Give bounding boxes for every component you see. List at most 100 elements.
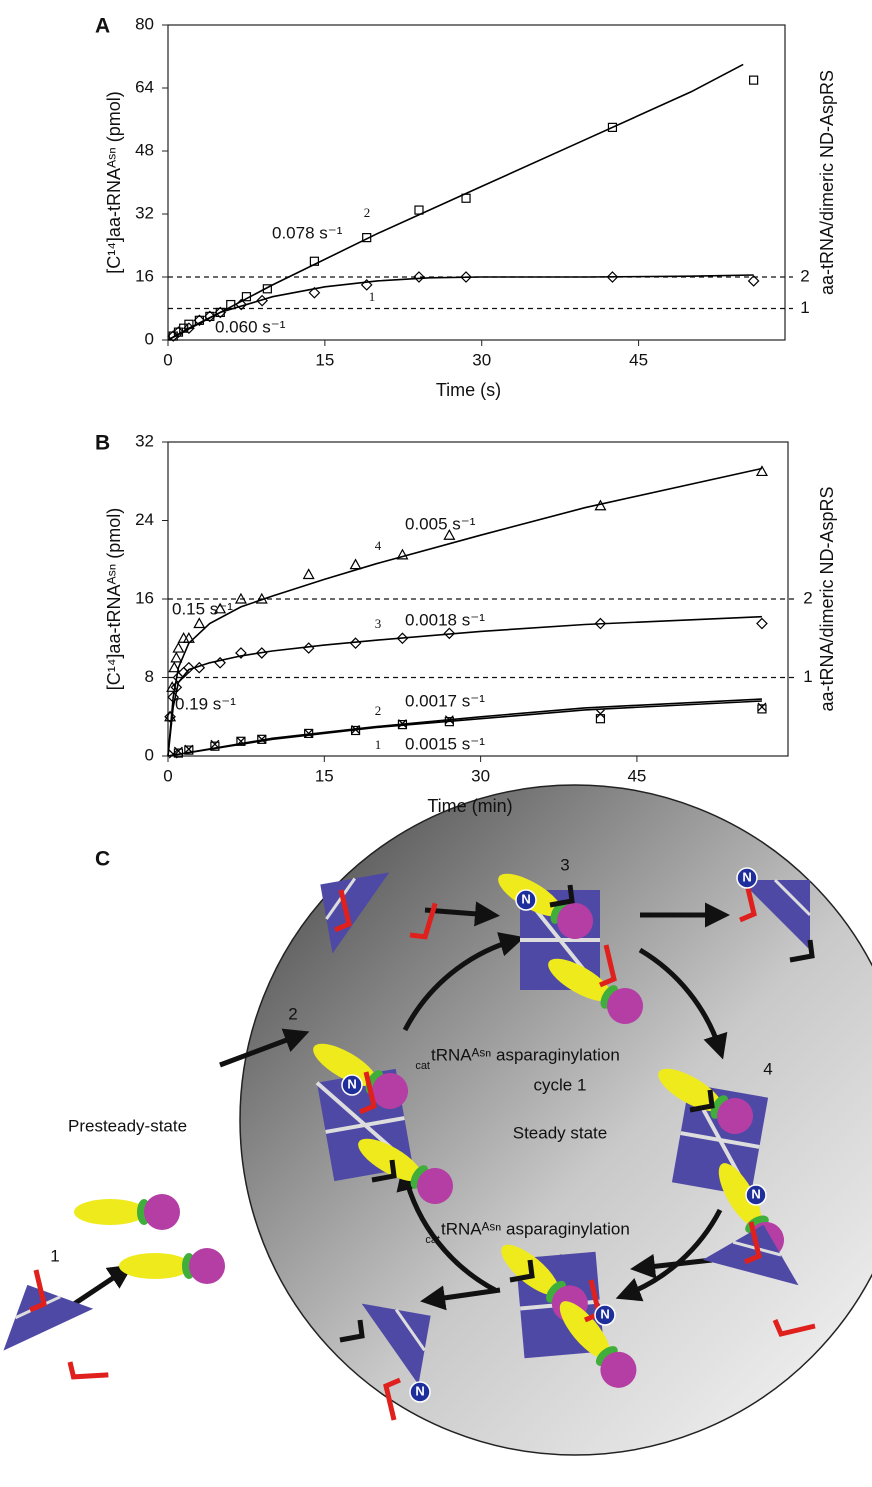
marker [255, 592, 268, 604]
rate-annotation: 0.19 s⁻¹ [175, 694, 236, 713]
y2-tick-label: 1 [803, 667, 812, 686]
data-point [302, 568, 315, 580]
x-tick-label: 0 [163, 766, 172, 785]
marker [749, 75, 759, 85]
marker [595, 714, 606, 724]
y2-tick-label: 2 [800, 266, 809, 285]
x-axis-label: Time (s) [436, 380, 501, 400]
data-point [606, 271, 619, 283]
marker [362, 233, 372, 243]
marker [170, 651, 183, 663]
marker [413, 271, 425, 283]
data-point [414, 205, 424, 215]
data-point [349, 637, 362, 650]
marker [594, 499, 607, 511]
data-point [234, 592, 247, 604]
cycle-label: tRNAᴬˢⁿ asparaginylation [441, 1219, 630, 1238]
y-tick-label: 64 [135, 77, 154, 96]
marker [210, 739, 220, 749]
x-axis-label: Time (min) [427, 796, 512, 816]
data-point [607, 122, 618, 132]
y-tick-label: 16 [135, 266, 154, 285]
y-tick-label: 80 [135, 14, 154, 33]
marker [164, 710, 177, 722]
marker [349, 637, 362, 650]
arrow [424, 901, 500, 927]
data-point [396, 548, 409, 560]
x-tick-label: 45 [627, 766, 646, 785]
data-point [256, 294, 268, 307]
data-point [183, 322, 195, 335]
marker [396, 548, 409, 560]
data-point [257, 734, 267, 744]
data-point [170, 681, 183, 694]
marker [262, 284, 272, 294]
marker [236, 736, 246, 746]
marker [166, 681, 179, 692]
rate-annotation: 0.0018 s⁻¹ [405, 610, 485, 629]
data-point [166, 681, 179, 692]
series-label: 2 [375, 703, 382, 718]
data-point [193, 617, 206, 629]
data-point [170, 651, 183, 663]
plot-frame [167, 24, 786, 341]
data-point [594, 499, 607, 511]
marker [443, 528, 456, 540]
marker [360, 279, 373, 291]
marker [443, 627, 456, 640]
marker [214, 602, 227, 614]
data-point [203, 310, 216, 323]
rate-annotation: 0.078 s⁻¹ [272, 223, 343, 242]
marker [302, 642, 315, 654]
data-point [747, 275, 760, 287]
marker [755, 465, 768, 477]
data-point [236, 736, 246, 746]
data-point [308, 286, 321, 299]
x-tick-label: 30 [472, 350, 491, 369]
data-point [193, 661, 206, 674]
series-label: 3 [375, 616, 382, 631]
data-point [443, 528, 456, 540]
marker [350, 725, 361, 736]
series-label: 4 [375, 538, 382, 553]
data-point [172, 326, 185, 338]
marker [747, 275, 760, 287]
data-point [214, 602, 227, 614]
data-point [756, 617, 768, 630]
arrow [219, 1028, 310, 1068]
marker [210, 741, 220, 751]
rate-annotation: 0.005 s⁻¹ [405, 514, 476, 533]
data-point [461, 193, 471, 203]
cycle-label: cycle 1 [534, 1075, 587, 1094]
rate-annotation: 0.15 s⁻¹ [172, 599, 233, 618]
diagram: C 3 2 4 5 1 Presteady-state Steady state… [1, 784, 872, 1456]
marker [594, 617, 607, 630]
cycle-arrow [638, 947, 728, 1060]
marker [167, 691, 180, 703]
fit-line [167, 698, 762, 757]
data-point [210, 741, 220, 751]
data-point [214, 656, 226, 669]
data-point [182, 661, 195, 674]
y-tick-label: 32 [135, 431, 154, 450]
trna [68, 1362, 110, 1383]
data-point [241, 292, 252, 302]
marker [183, 322, 195, 335]
data-point [262, 284, 272, 294]
data-point [173, 748, 184, 758]
state-label: 2 [288, 1004, 297, 1023]
data-point [397, 719, 408, 730]
y-tick-label: 24 [135, 510, 154, 529]
y-tick-label: 16 [135, 588, 154, 607]
marker [172, 326, 185, 338]
y-tick-label: 32 [135, 203, 154, 222]
data-point [182, 632, 195, 643]
marker [164, 710, 176, 723]
marker [168, 661, 181, 673]
data-point [595, 714, 606, 724]
marker [397, 719, 408, 730]
marker [302, 568, 315, 580]
marker [234, 592, 247, 604]
marker [757, 702, 767, 712]
